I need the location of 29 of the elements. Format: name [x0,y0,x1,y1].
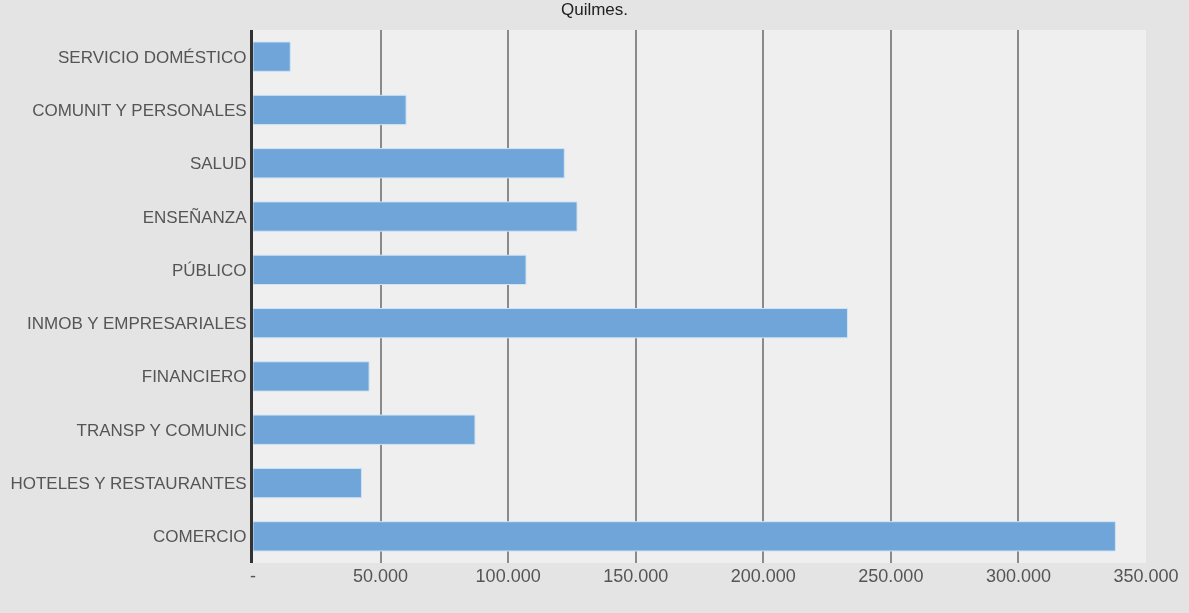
bar [253,467,362,499]
y-tick-label: SERVICIO DOMÉSTICO [57,47,247,67]
bar [253,361,370,392]
y-tick-label: SALUD [189,154,247,174]
x-tick-label: 100.000 [475,566,541,586]
y-tick-label: FINANCIERO [141,367,247,387]
bar [253,41,291,72]
x-tick-label: - [250,566,256,586]
x-tick-label: 350.000 [1113,566,1179,586]
x-tick-label: 250.000 [858,566,924,586]
bar [253,201,578,232]
bar [253,148,565,179]
x-tick-label: 150.000 [603,566,669,586]
y-tick-label: INMOB Y EMPRESARIALES [27,314,247,334]
y-tick-label: ENSEÑANZA [142,207,248,227]
y-tick-label: COMERCIO [153,527,247,547]
y-tick-label: COMUNIT Y PERSONALES [32,100,247,120]
bar [253,414,476,445]
y-tick-label: PÚBLICO [171,260,247,280]
y-tick-label: HOTELES Y RESTAURANTES [10,474,247,493]
bar [253,94,407,126]
bar [253,307,848,339]
bar [253,521,1116,552]
x-tick-label: 200.000 [730,566,796,586]
bar [253,254,527,286]
y-tick-label: TRANSP Y COMUNIC [76,420,247,440]
x-tick-label: 50.000 [353,566,409,586]
x-tick-label: 300.000 [985,566,1051,586]
chart-title: Quilmes. [560,0,629,19]
